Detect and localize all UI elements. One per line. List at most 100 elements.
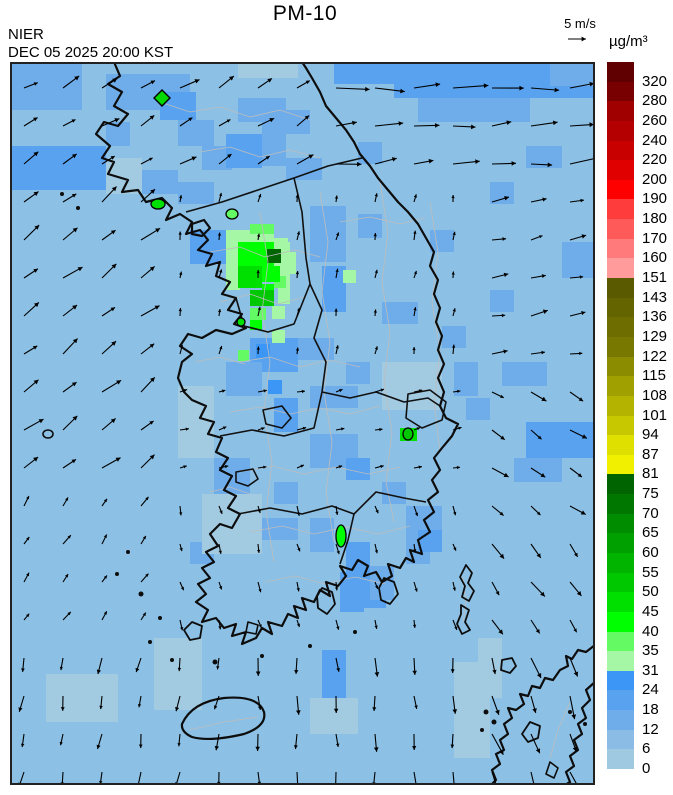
pm10-cell [250,224,274,234]
wind-arrow-head-icon [495,591,500,596]
wind-arrow-head-icon [20,743,25,747]
wind-arrow-icon [335,87,370,90]
wind-arrow-head-icon [110,307,115,312]
wind-arrow-head-icon [501,313,506,318]
wind-arrow-head-icon [296,588,300,592]
wind-arrow-head-icon [219,192,223,197]
colorbar-segment [607,552,634,574]
station-marker-icon [153,89,171,107]
wind-arrow-head-icon [414,588,418,592]
pm10-cell [10,62,82,110]
wind-arrow-head-icon [305,80,310,85]
pm10-cell [466,398,490,420]
wind-arrow-head-icon [137,704,142,708]
wind-arrow-head-icon [180,627,184,631]
wind-arrow-head-icon [216,666,220,670]
pm10-cell [272,330,285,343]
wind-arrow-head-icon [413,307,417,311]
station-marker-icon [225,208,239,220]
wind-arrow-head-icon [338,465,343,469]
pm10-cell [202,494,262,554]
wind-arrow-head-icon [414,705,418,709]
wind-arrow-head-icon [483,83,489,89]
pm10-cell [178,182,214,204]
wind-arrow-head-icon [191,156,197,161]
colorbar-segment [607,592,634,613]
wind-arrow-head-icon [334,308,338,312]
wind-arrow-head-icon [435,123,440,128]
wind-arrow-head-icon [295,347,300,351]
pm10-cell [226,362,262,396]
wind-arrow-head-icon [114,118,120,123]
colorbar-tick-label: 81 [642,465,659,483]
wind-arrow-head-icon [300,464,304,468]
wind-arrow-head-icon [77,267,83,272]
pm10-cell [382,302,418,324]
wind-arrow-head-icon [294,669,299,674]
colorbar-tick-label: 200 [642,170,668,188]
pm10-cell [526,146,562,168]
colorbar-segment [607,317,634,338]
colorbar-segment [607,415,634,436]
colorbar-tick-label: 160 [642,249,668,267]
wind-arrow-head-icon [67,611,71,616]
wind-arrow-head-icon [453,511,457,516]
wind-arrow-head-icon [33,268,38,273]
wind-arrow-head-icon [519,85,524,91]
colorbar-segment [607,179,634,200]
pm10-cell [178,386,214,458]
wind-arrow-head-icon [539,235,543,239]
wind-arrow-head-icon [535,748,541,754]
wind-arrow-head-icon [149,420,154,425]
wind-arrow-head-icon [219,510,223,514]
wind-arrow-head-icon [293,745,298,749]
wind-arrow-head-icon [413,270,417,275]
colorbar-scale [607,62,634,770]
wind-arrow-head-icon [265,156,270,160]
wind-arrow-head-icon [554,87,560,93]
wind-arrow-head-icon [142,535,146,540]
pm10-cell [250,320,262,330]
wind-arrow-head-icon [258,624,262,628]
wind-arrow-head-icon [418,389,423,393]
wind-arrow-head-icon [103,575,107,579]
colorbar-tick-label: 320 [642,72,668,90]
wind-vectors-layer [18,75,598,792]
colorbar-segment [607,690,634,711]
wind-arrow-head-icon [580,198,584,203]
wind-arrow-head-icon [542,197,547,202]
pm10-cell [238,62,298,78]
wind-arrow-head-icon [412,624,417,628]
colorbar-segment [607,219,634,240]
pm10-cell [226,252,240,290]
pm10-cell [262,266,280,282]
wind-arrow-head-icon [574,552,578,557]
wind-arrow-head-icon [541,350,545,355]
colorbar-segment [607,435,634,456]
wind-arrow-head-icon [375,585,379,589]
wind-arrow-head-icon [295,271,299,275]
wind-arrow-head-icon [335,511,339,515]
wind-scale-label: 5 m/s [564,16,596,31]
wind-arrow-head-icon [59,741,63,746]
wind-arrow-head-icon [301,389,305,394]
wind-arrow-head-icon [227,154,232,159]
wind-arrow-head-icon [302,426,307,430]
pm10-cell [238,350,249,361]
wind-arrow-icon [452,84,489,89]
wind-arrow-head-icon [454,626,458,630]
colorbar-tick-label: 35 [642,642,659,660]
wind-arrow-head-icon [38,419,44,424]
colorbar-tick-label: 45 [642,602,659,620]
colorbar-tick-label: 31 [642,661,659,679]
colorbar-segment [607,710,634,731]
wind-arrow-head-icon [178,308,182,312]
wind-arrow-head-icon [74,76,80,81]
wind-arrow-head-icon [180,586,184,591]
wind-arrow-head-icon [256,346,260,350]
pm10-cell [346,362,370,384]
colorbar-tick-label: 50 [642,583,659,601]
colorbar-segment [607,356,634,377]
wind-arrow-head-icon [219,269,223,273]
wind-arrow-head-icon [540,591,545,597]
